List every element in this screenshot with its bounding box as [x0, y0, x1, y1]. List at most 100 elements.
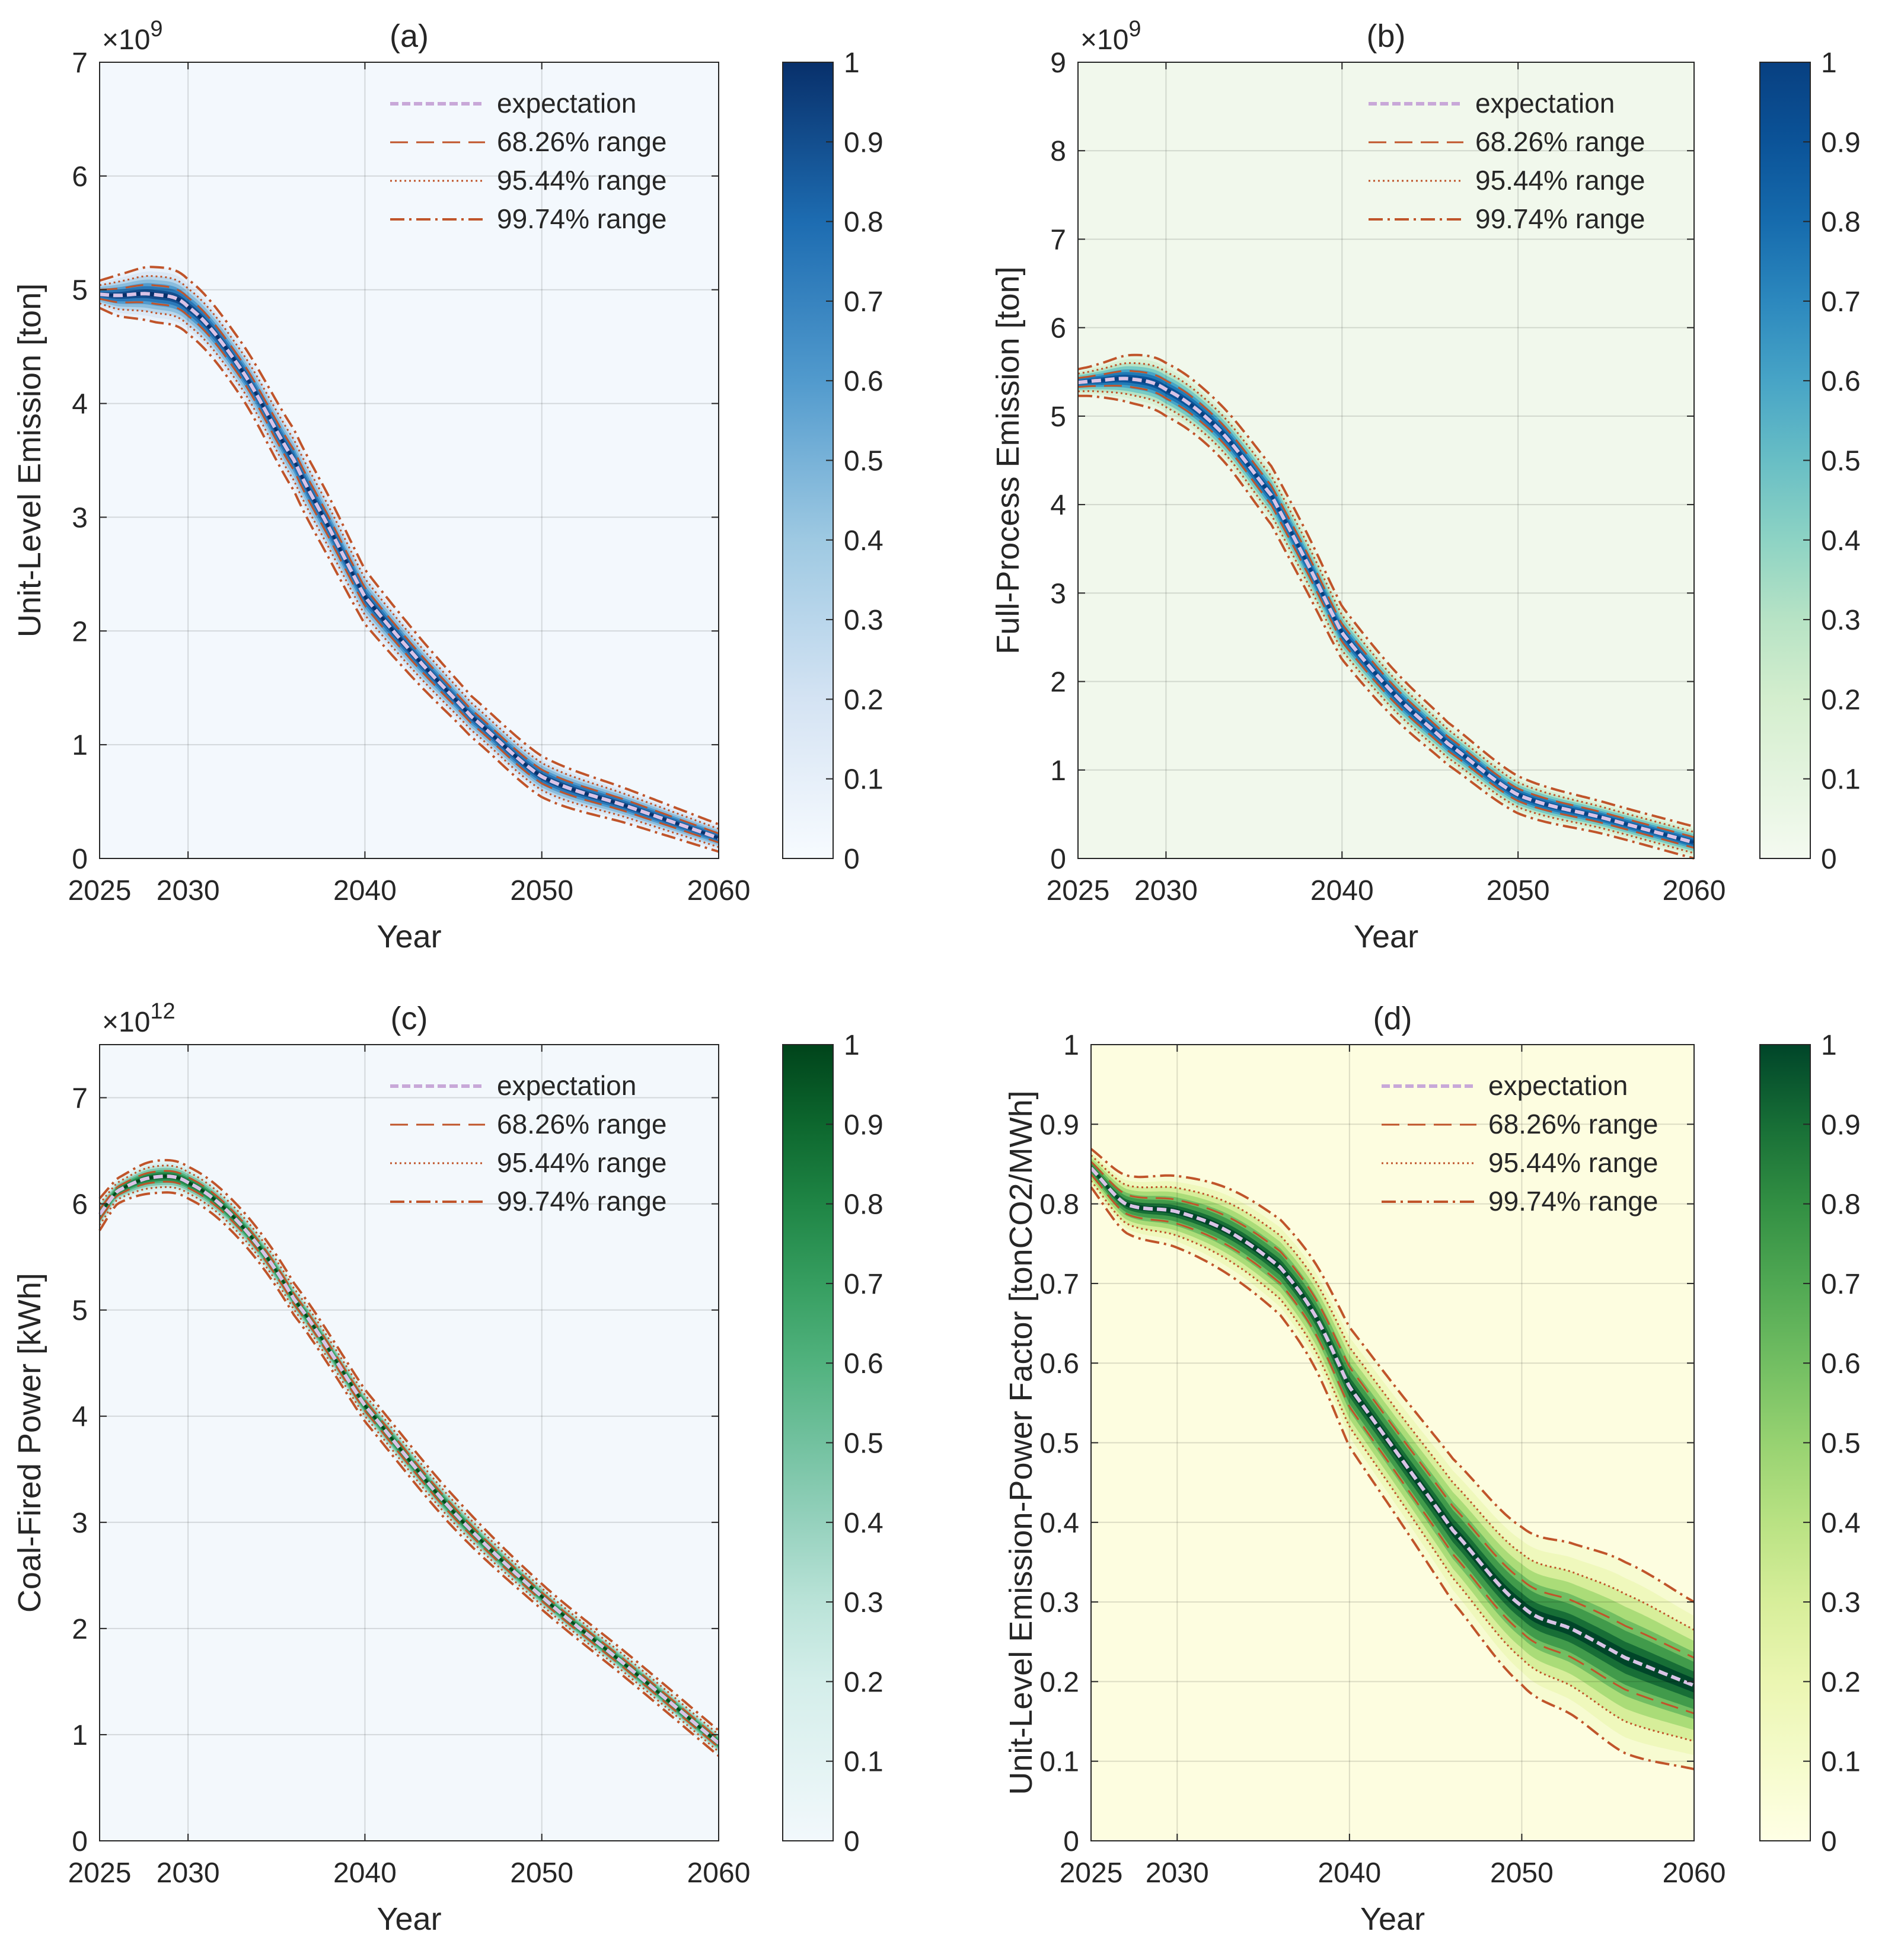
x-tick-label: 2060	[687, 875, 751, 906]
colorbar-tick-label: 0.3	[1821, 605, 1861, 636]
y-tick-label: 1	[72, 1720, 88, 1751]
colorbar-tick-label: 0.3	[1821, 1587, 1861, 1619]
colorbar-tick-label: 0.7	[844, 286, 884, 318]
panel-c: 2025 2030 2040 2050 2060 0 1 2 3 4 5 6 7 ×1012 (c) Year…	[12, 999, 884, 1937]
legend-entry: 68.26% range	[1475, 126, 1645, 157]
x-tick-label: 2040	[1318, 1857, 1381, 1889]
y-axis-label: Unit-Level Emission-Power Factor [tonCO2…	[1003, 1090, 1039, 1795]
x-tick-label: 2040	[1310, 875, 1374, 906]
x-tick-label: 2030	[157, 1857, 220, 1889]
x-tick-label: 2050	[510, 875, 573, 906]
axes-box	[99, 1044, 719, 1841]
series-99-range-lower	[98, 1191, 720, 1757]
x-tick-label: 2050	[510, 1857, 573, 1889]
panel-d: 2025 2030 2040 2050 206000.10.20.30.40.50.60…	[1003, 1001, 1861, 1937]
x-tick-label: 2025	[68, 875, 132, 906]
series-68-range-lower	[99, 298, 719, 844]
y-tick-label: 5	[1050, 401, 1066, 433]
colorbar-tick-label: 0.6	[844, 366, 884, 397]
colorbar-bar	[1759, 1044, 1811, 1841]
y-tick-label: 5	[72, 1295, 88, 1327]
colorbar-tick-label: 0.7	[1821, 286, 1861, 318]
y-tick-label: 4	[72, 1402, 88, 1433]
colorbar-tick-label: 0	[844, 844, 860, 875]
colorbar-tick-label: 0.7	[1821, 1269, 1861, 1300]
colorbar-tick-label: 0.6	[1821, 1348, 1861, 1380]
y-tick-label: 6	[1050, 313, 1066, 344]
series-95-range-upper	[98, 1164, 719, 1736]
series-68-range-upper	[99, 283, 719, 835]
series-99-range-lower	[99, 307, 719, 853]
y-tick-label: 0.9	[1039, 1109, 1079, 1141]
colorbar: 0 0.1 0.2 0.3 0.4 0.5 0.6 0.7 0.8 0.9 1	[1759, 47, 1861, 875]
x-tick-label: 2030	[1134, 875, 1198, 906]
y-tick-label: 7	[72, 1083, 88, 1115]
series-95-range-upper	[99, 274, 719, 830]
x-tick-label: 2040	[333, 1857, 397, 1889]
legend: expectation 68.26% range 95.44% range 99.74…	[390, 88, 666, 234]
y-tick-label: 0.7	[1039, 1269, 1079, 1300]
legend-entry: 95.44% range	[497, 165, 666, 196]
colorbar-tick-label: 0.4	[1821, 525, 1861, 557]
y-tick-label: 1	[1063, 1030, 1079, 1061]
y-tick-label: 2	[1050, 667, 1066, 698]
y-axis-label: Coal-Fired Power [kWh]	[12, 1273, 47, 1613]
panel-title: (d)	[1373, 1001, 1412, 1036]
x-tick-label: 2030	[157, 875, 220, 906]
y-tick-label: 0.4	[1039, 1508, 1079, 1539]
y-tick-label: 3	[72, 502, 88, 534]
series-expectation	[1077, 376, 1695, 845]
colorbar-tick-label: 0.2	[844, 1667, 884, 1698]
series-68-range-upper	[1090, 1161, 1695, 1659]
legend: expectation 68.26% range 95.44% range 99.74…	[1382, 1070, 1658, 1217]
series-99-range-upper	[1077, 353, 1695, 828]
plot-background	[100, 62, 719, 858]
colorbar-tick-label: 0	[1821, 1826, 1837, 1857]
legend-entry: 99.74% range	[1488, 1186, 1658, 1217]
x-tick-label: 2060	[1663, 1857, 1726, 1889]
y-tick-label: 3	[72, 1508, 88, 1539]
y-tick-label: 2	[72, 1614, 88, 1645]
series-99-range-upper	[1090, 1148, 1695, 1603]
colorbar-tick-label: 0.3	[844, 605, 884, 636]
y-tick-label: 9	[1050, 47, 1066, 79]
colorbar-tick-label: 0.1	[844, 1747, 884, 1778]
y-axis-exponent: ×109	[1080, 17, 1141, 56]
series-68-range-upper	[98, 1170, 719, 1740]
series-68-range-upper	[1077, 370, 1695, 838]
y-tick-label: 0	[72, 1826, 88, 1857]
x-tick-label: 2060	[1663, 875, 1726, 906]
colorbar-tick-label: 0.8	[844, 1189, 884, 1221]
panel-b: 2025 2030 2040 2050 2060 0 1 2 3 4 5 6 7 8 9 ×109 (b) Yea…	[990, 17, 1861, 955]
legend-entry: 99.74% range	[497, 1186, 666, 1217]
y-tick-label: 0	[1050, 844, 1066, 875]
colorbar-tick-label: 0.6	[844, 1348, 884, 1380]
y-tick-label: 5	[72, 275, 88, 307]
colorbar: 0 0.1 0.2 0.3 0.4 0.5 0.6 0.7 0.8 0.9 1	[782, 1030, 884, 1857]
y-tick-label: 1	[72, 730, 88, 761]
legend-entry: 95.44% range	[1475, 165, 1645, 196]
density-band	[100, 267, 719, 852]
y-tick-label: 0	[72, 844, 88, 875]
colorbar-tick-label: 1	[844, 1030, 860, 1061]
y-tick-label: 0.5	[1039, 1428, 1079, 1460]
colorbar-tick-label: 0.1	[1821, 764, 1861, 796]
colorbar-tick-label: 0.9	[1821, 127, 1861, 158]
series-99-range-lower	[1090, 1186, 1695, 1771]
colorbar-tick-label: 1	[1821, 47, 1837, 79]
legend-entry: 99.74% range	[497, 203, 666, 234]
x-tick-label: 2025	[1060, 1857, 1123, 1889]
legend-entry: expectation	[497, 88, 636, 119]
series-lines	[99, 266, 720, 853]
y-tick-label: 6	[72, 161, 88, 193]
y-tick-label: 6	[72, 1189, 88, 1221]
y-tick-label: 3	[1050, 578, 1066, 609]
colorbar-tick-label: 0.9	[844, 1109, 884, 1141]
colorbar-tick-label: 0.8	[844, 207, 884, 238]
legend-entry: 68.26% range	[497, 1109, 666, 1139]
grid	[99, 62, 719, 859]
series-lines	[1089, 1148, 1695, 1771]
colorbar-tick-label: 0.2	[844, 684, 884, 716]
series-lines	[98, 1158, 720, 1757]
